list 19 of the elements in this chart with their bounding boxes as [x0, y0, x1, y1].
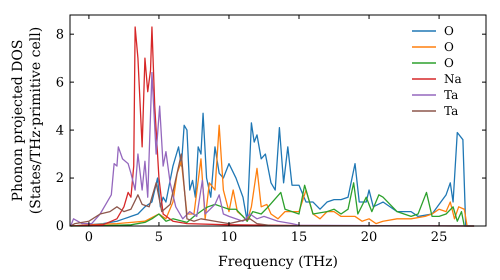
legend-label: O: [444, 40, 454, 54]
y-tick-label: 4: [56, 123, 64, 138]
y-tick-label: 6: [56, 75, 64, 90]
x-tick-label: 15: [290, 230, 308, 246]
legend-label: Na: [444, 72, 462, 86]
x-tick-label: 5: [154, 230, 164, 246]
y-axis-title: Phonon projected DOS (States/THz·primitive cell): [10, 26, 44, 214]
x-tick-label: 25: [430, 230, 448, 246]
y-tick-label: 0: [56, 219, 64, 234]
y-tick-label: 8: [56, 27, 64, 42]
x-tick-label: 10: [220, 230, 238, 246]
legend-label: O: [444, 56, 454, 70]
x-axis-title: Frequency (THz): [218, 254, 338, 270]
legend-label: Ta: [444, 88, 458, 102]
y-tick-label: 2: [56, 171, 64, 186]
x-tick-label: 20: [360, 230, 378, 246]
x-tick-label: 0: [84, 230, 94, 246]
legend-label: Ta: [444, 104, 458, 118]
legend-label: O: [444, 24, 454, 38]
